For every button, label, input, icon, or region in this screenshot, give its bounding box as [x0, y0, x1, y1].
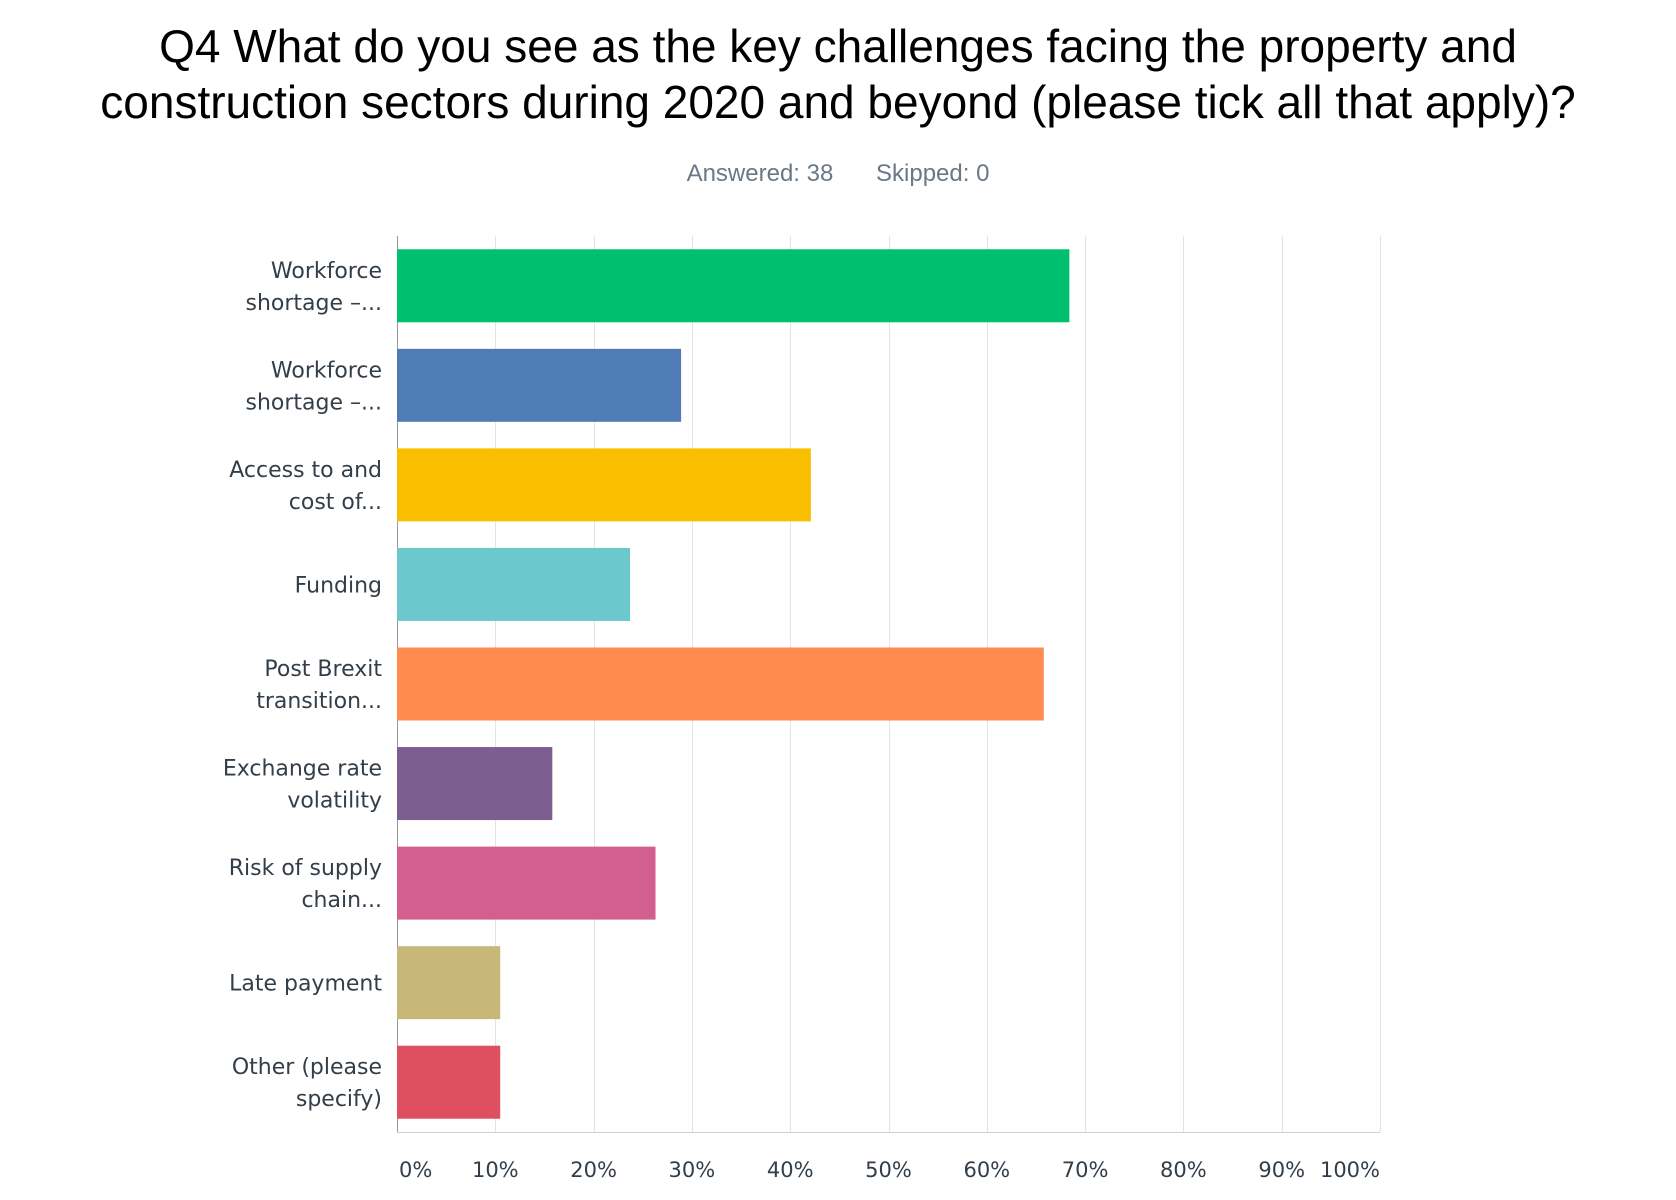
category-label: Risk of supply: [229, 856, 382, 881]
bar: [397, 249, 1070, 323]
x-tick-label: 80%: [1160, 1158, 1207, 1182]
category-label: cost of...: [289, 490, 382, 515]
bar: [397, 448, 811, 522]
category-label: Funding: [295, 573, 382, 598]
category-label: transition...: [256, 689, 382, 714]
category-label: Post Brexit: [264, 657, 382, 682]
category-label: shortage –...: [246, 390, 383, 415]
category-label: Exchange rate: [223, 757, 382, 782]
category-label: shortage –...: [246, 291, 383, 316]
x-tick-label: 0%: [399, 1158, 432, 1182]
x-tick-label: 50%: [865, 1158, 912, 1182]
category-label: chain...: [301, 888, 382, 913]
x-tick-label: 10%: [472, 1158, 519, 1182]
x-tick-label: 70%: [1062, 1158, 1109, 1182]
x-tick-label: 20%: [570, 1158, 617, 1182]
x-tick-label: 100%: [1320, 1158, 1380, 1182]
category-label: Workforce: [271, 358, 382, 383]
category-label: Other (please: [232, 1055, 382, 1080]
category-label: volatility: [287, 789, 382, 814]
bar: [397, 647, 1044, 721]
skipped-count: Skipped: 0: [876, 160, 990, 187]
category-label: Late payment: [229, 972, 382, 997]
response-stats: Answered: 38 Skipped: 0: [0, 160, 1676, 188]
chart-title-line-2: construction sectors during 2020 and bey…: [100, 76, 1576, 128]
x-tick-label: 40%: [767, 1158, 814, 1182]
category-label: Workforce: [271, 259, 382, 284]
bar: [397, 1045, 501, 1119]
x-tick-label: 90%: [1258, 1158, 1305, 1182]
bar: [397, 747, 553, 821]
answered-count: Answered: 38: [686, 160, 834, 187]
bar: [397, 846, 656, 920]
x-tick-label: 60%: [963, 1158, 1010, 1182]
x-tick-label: 30%: [669, 1158, 716, 1182]
bar: [397, 547, 630, 621]
bar: [397, 946, 501, 1020]
category-label: Access to and: [229, 458, 382, 483]
category-label: specify): [296, 1087, 382, 1112]
bar: [397, 348, 682, 422]
chart-title: Q4 What do you see as the key challenges…: [0, 18, 1676, 130]
chart-title-line-1: Q4 What do you see as the key challenges…: [159, 20, 1517, 72]
